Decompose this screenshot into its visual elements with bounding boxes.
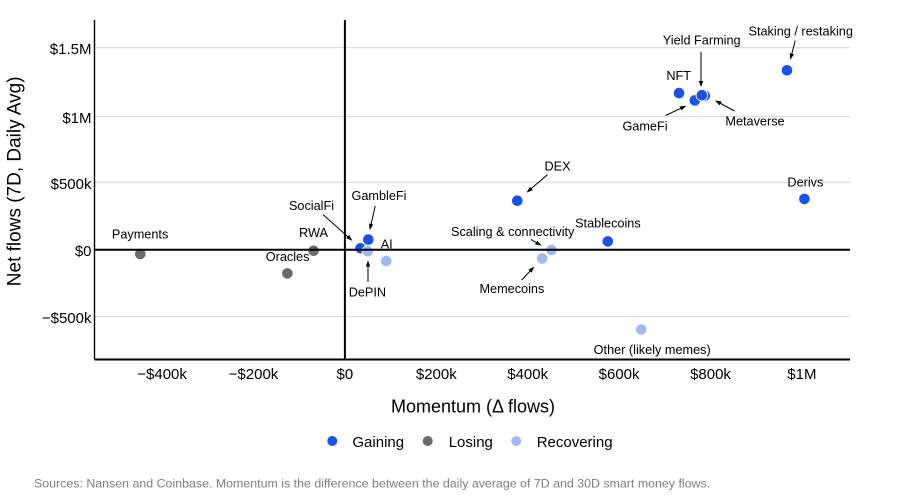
svg-text:NFT: NFT [666, 69, 691, 83]
svg-text:−$200k: −$200k [229, 366, 279, 383]
svg-text:Losing: Losing [449, 434, 493, 451]
svg-text:$600k: $600k [599, 366, 640, 383]
svg-text:GambleFi: GambleFi [352, 189, 407, 203]
svg-text:Memecoins: Memecoins [479, 282, 544, 296]
svg-text:−$400k: −$400k [137, 366, 187, 383]
svg-text:$0: $0 [75, 243, 92, 260]
svg-text:Metaverse: Metaverse [725, 114, 784, 128]
svg-text:$800k: $800k [690, 366, 731, 383]
svg-text:DePIN: DePIN [349, 285, 386, 299]
svg-text:Derivs: Derivs [787, 176, 823, 190]
svg-text:RWA: RWA [299, 226, 328, 240]
svg-text:$1.5M: $1.5M [50, 41, 92, 58]
svg-text:$1M: $1M [787, 366, 816, 383]
svg-text:Yield Farming: Yield Farming [663, 34, 741, 48]
svg-text:$0: $0 [337, 366, 354, 383]
svg-text:Oracles: Oracles [266, 250, 310, 264]
svg-text:GameFi: GameFi [622, 120, 667, 134]
svg-text:$500k: $500k [51, 176, 92, 193]
svg-text:Recovering: Recovering [537, 434, 613, 451]
svg-text:Other (likely memes): Other (likely memes) [594, 343, 711, 357]
svg-text:Net flows (7D, Daily Avg): Net flows (7D, Daily Avg) [5, 76, 26, 286]
svg-text:Payments: Payments [112, 228, 168, 242]
svg-text:−$500k: −$500k [42, 310, 92, 327]
svg-text:$400k: $400k [507, 366, 548, 383]
svg-text:Sources: Nansen and Coinbase.: Sources: Nansen and Coinbase. Momentum i… [34, 476, 710, 490]
svg-text:SocialFi: SocialFi [289, 199, 334, 213]
svg-text:Scaling & connectivity: Scaling & connectivity [451, 225, 575, 239]
svg-text:DEX: DEX [544, 160, 571, 174]
svg-text:Staking / restaking: Staking / restaking [749, 24, 853, 38]
svg-text:$1M: $1M [62, 110, 91, 127]
svg-text:$200k: $200k [416, 366, 457, 383]
svg-text:Gaining: Gaining [352, 434, 404, 451]
svg-text:Stablecoins: Stablecoins [575, 216, 641, 230]
svg-text:AI: AI [381, 237, 393, 251]
svg-text:Momentum (Δ flows): Momentum (Δ flows) [391, 397, 555, 417]
